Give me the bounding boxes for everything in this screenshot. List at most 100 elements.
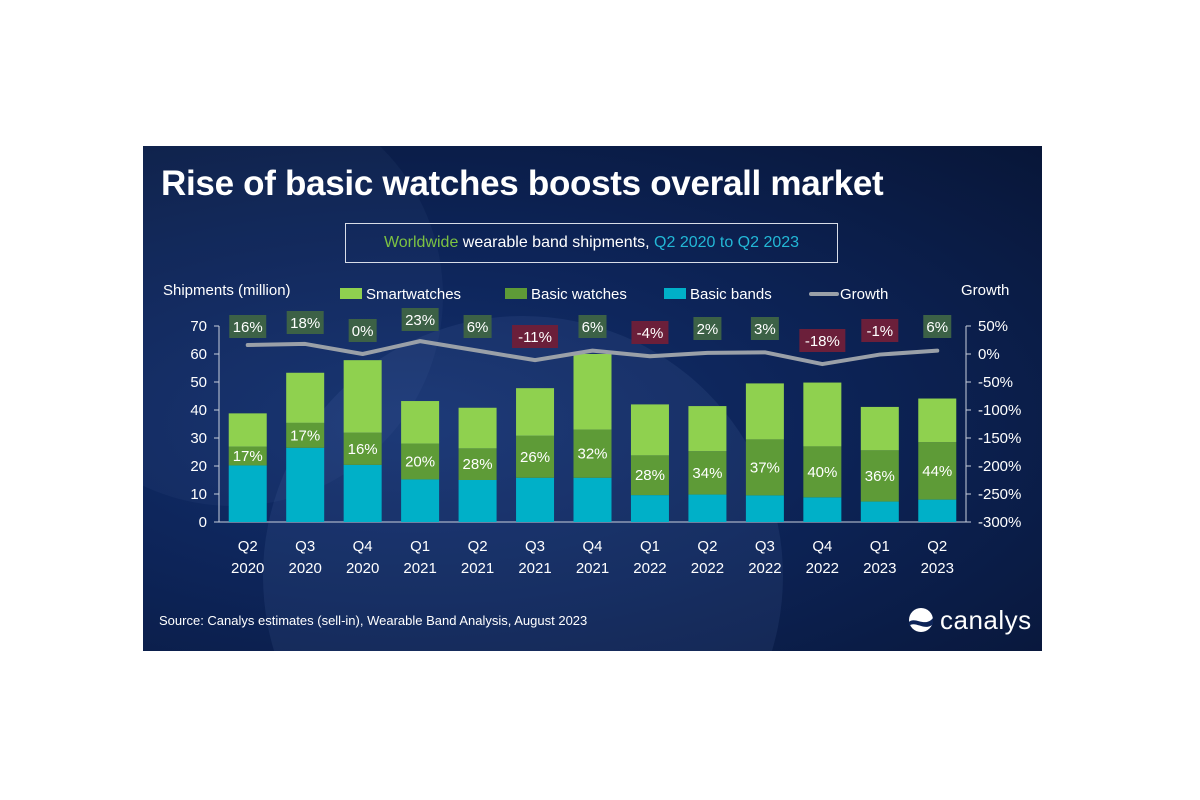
- basic-watch-share-label: 32%: [577, 446, 607, 463]
- basic-watch-share-label: 44%: [922, 463, 952, 480]
- growth-line: [245, 339, 940, 367]
- x-tick-label-year: 2021: [461, 560, 494, 577]
- bar-basic-watches: [860, 450, 899, 502]
- bar-basic-bands: [516, 477, 555, 522]
- legend-basic-watches-label: Basic watches: [531, 286, 627, 303]
- basic-watch-share-label: 26%: [520, 449, 550, 466]
- bar-basic-watches: [228, 446, 267, 466]
- bar-basic-watches: [401, 443, 440, 480]
- x-tick-label-quarter: Q2: [927, 538, 947, 555]
- x-tick-label-year: 2021: [518, 560, 551, 577]
- y-right-tick-label: -100%: [978, 402, 1021, 419]
- y-right-tick-label: -50%: [978, 374, 1013, 391]
- basic-watch-share-label: 28%: [463, 456, 493, 473]
- y-left-tick-label: 40: [190, 402, 207, 419]
- bar-smartwatches: [286, 372, 325, 423]
- growth-label: 6%: [582, 319, 604, 336]
- growth-label: 16%: [233, 319, 263, 336]
- x-tick-label-quarter: Q1: [410, 538, 430, 555]
- bar-smartwatches: [343, 360, 382, 433]
- subtitle-worldwide: Worldwide: [383, 234, 459, 251]
- basic-watch-share-label: 20%: [405, 454, 435, 471]
- bar-basic-watches: [918, 442, 957, 500]
- bar-basic-bands: [343, 464, 382, 522]
- x-tick-label-quarter: Q4: [582, 538, 602, 555]
- subtitle-end-period: Q2 2023: [737, 234, 800, 251]
- basic-watch-share-label: 17%: [233, 448, 263, 465]
- growth-label: 2%: [697, 321, 719, 338]
- bar-basic-bands: [630, 495, 669, 522]
- growth-label: 23%: [405, 312, 435, 329]
- y-right-tick-label: -300%: [978, 514, 1021, 531]
- y-right-tick-label: 0%: [978, 346, 1000, 363]
- y-left-tick-label: 20: [190, 458, 207, 475]
- bar-basic-watches: [516, 435, 555, 478]
- legend-basic-watches-swatch: [505, 288, 527, 299]
- x-tick-label-year: 2022: [748, 560, 781, 577]
- bar-basic-watches: [573, 429, 612, 478]
- subtitle-to: to: [715, 234, 738, 251]
- x-tick-label-quarter: Q3: [295, 538, 315, 555]
- x-tick-label-quarter: Q2: [468, 538, 488, 555]
- bar-basic-bands: [286, 447, 325, 522]
- bar-smartwatches: [860, 406, 899, 451]
- canalys-logo-text: canalys: [940, 604, 1032, 635]
- bar-smartwatches: [401, 401, 440, 444]
- bar-basic-bands: [228, 465, 267, 522]
- x-tick-label-quarter: Q1: [640, 538, 660, 555]
- bar-basic-bands: [688, 494, 727, 522]
- growth-label-box: [750, 317, 779, 340]
- basic-watch-share-label: 34%: [692, 465, 722, 482]
- x-tick-label-year: 2022: [691, 560, 724, 577]
- growth-label: 6%: [467, 319, 489, 336]
- basic-watch-share-label: 37%: [750, 459, 780, 476]
- bar-smartwatches: [745, 383, 784, 440]
- subtitle-start-period: Q2 2020: [654, 234, 716, 251]
- bar-basic-watches: [343, 432, 382, 465]
- chart-card: Rise of basic watches boosts overall mar…: [143, 146, 1042, 651]
- growth-label-box: [861, 319, 899, 342]
- growth-label-box: [286, 311, 324, 334]
- x-tick-label-quarter: Q2: [697, 538, 717, 555]
- chart-title: Rise of basic watches boosts overall mar…: [161, 164, 884, 203]
- y-right-tick-label: -150%: [978, 430, 1021, 447]
- bar-smartwatches: [516, 388, 555, 436]
- bar-basic-watches: [458, 448, 497, 480]
- x-tick-label-year: 2021: [403, 560, 436, 577]
- y-left-axis-label: Shipments (million): [163, 282, 291, 299]
- x-tick-label-year: 2020: [231, 560, 264, 577]
- growth-label: 3%: [754, 321, 776, 338]
- y-left-tick-label: 10: [190, 486, 207, 503]
- x-tick-label-quarter: Q1: [870, 538, 890, 555]
- growth-label: 18%: [290, 315, 320, 332]
- x-tick-label-quarter: Q3: [525, 538, 545, 555]
- y-left-tick-label: 0: [199, 514, 207, 531]
- bar-basic-watches: [803, 446, 842, 498]
- growth-label-box: [229, 315, 267, 338]
- growth-label: -1%: [866, 323, 893, 340]
- bar-smartwatches: [458, 407, 497, 449]
- x-tick-label-year: 2020: [289, 560, 322, 577]
- bar-basic-watches: [745, 439, 784, 496]
- canalys-logo: canalys: [907, 604, 1032, 636]
- bar-smartwatches: [630, 404, 669, 456]
- y-right-tick-label: -250%: [978, 486, 1021, 503]
- x-tick-label-year: 2020: [346, 560, 379, 577]
- bar-basic-bands: [860, 501, 899, 522]
- bar-basic-bands: [918, 499, 957, 522]
- y-right-tick-label: -200%: [978, 458, 1021, 475]
- legend-basic-bands-label: Basic bands: [690, 286, 772, 303]
- growth-label-box: [799, 329, 846, 352]
- basic-watch-share-label: 28%: [635, 467, 665, 484]
- bar-basic-bands: [745, 495, 784, 522]
- basic-watch-share-label: 16%: [348, 441, 378, 458]
- growth-label-box: [923, 315, 952, 338]
- growth-label-box: [512, 325, 559, 348]
- y-left-tick-label: 50: [190, 374, 207, 391]
- bar-basic-bands: [401, 479, 440, 522]
- legend-basic-bands-swatch: [664, 288, 686, 299]
- bar-basic-bands: [803, 497, 842, 522]
- bar-basic-bands: [458, 480, 497, 522]
- x-tick-label-year: 2022: [806, 560, 839, 577]
- x-tick-label-quarter: Q2: [238, 538, 258, 555]
